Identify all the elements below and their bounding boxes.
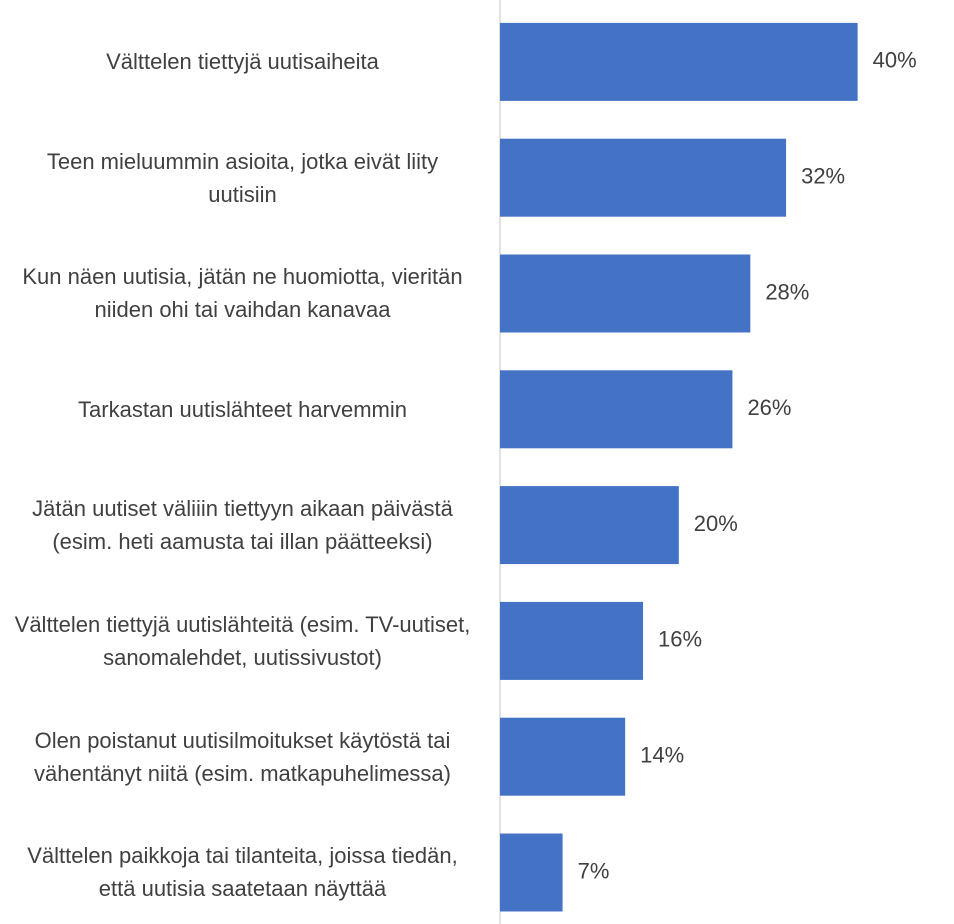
value-label: 7% xyxy=(578,858,610,883)
value-label: 16% xyxy=(658,627,702,652)
bar xyxy=(500,370,733,449)
category-label: Välttelen tiettyjä uutisaiheita xyxy=(106,49,379,75)
category-label: Kun näen uutisia, jätän ne huomiotta, vi… xyxy=(22,264,463,323)
bar xyxy=(500,138,787,217)
category-label: Välttelen tiettyjä uutislähteitä (esim. … xyxy=(14,611,471,670)
category-label: Teen mieluummin asioita, jotka eivät lii… xyxy=(46,148,439,207)
category-label: Jätän uutiset väliiin tiettyyn aikaan pä… xyxy=(32,496,453,555)
bar xyxy=(500,22,858,101)
bar xyxy=(500,717,626,796)
bar xyxy=(500,833,563,912)
bar xyxy=(500,486,679,565)
category-label: Tarkastan uutislähteet harvemmin xyxy=(78,396,407,422)
category-label: Olen poistanut uutisilmoitukset käytöstä… xyxy=(34,727,451,786)
value-label: 14% xyxy=(640,743,684,768)
value-label: 32% xyxy=(801,164,845,189)
value-label: 40% xyxy=(873,48,917,73)
category-label: Välttelen paikkoja tai tilanteita, joiss… xyxy=(27,843,458,902)
value-label: 26% xyxy=(747,395,791,420)
bar xyxy=(500,601,644,680)
bar xyxy=(500,254,751,333)
value-label: 28% xyxy=(765,279,809,304)
value-label: 20% xyxy=(694,511,738,536)
